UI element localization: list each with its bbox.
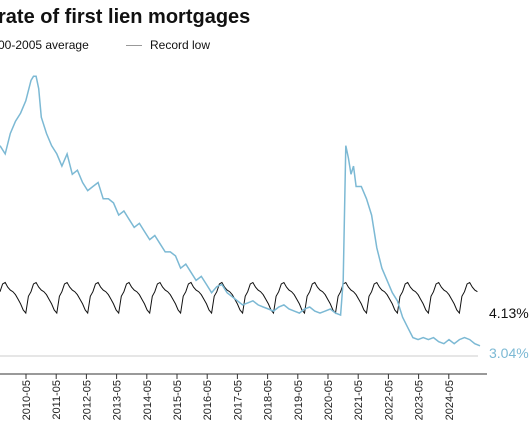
- x-tick-label: 2020-05: [323, 380, 335, 420]
- rate-end-label: 3.04%: [489, 345, 529, 361]
- x-tick-label: 2011-05: [51, 380, 63, 420]
- average-line: [0, 281, 478, 315]
- x-tick-label: 2022-05: [383, 380, 395, 420]
- rate-line: [0, 75, 481, 347]
- x-tick-label: 2010-05: [21, 380, 33, 420]
- x-tick-label: 2015-05: [172, 380, 184, 420]
- x-tick-label: 2017-05: [232, 380, 244, 420]
- legend-swatch-record-low: [126, 44, 142, 46]
- x-tick-label: 2024-05: [444, 380, 456, 420]
- chart-title: rate of first lien mortgages: [0, 6, 251, 28]
- average-end-label: 4.13%: [489, 305, 529, 321]
- x-tick-label: 2012-05: [81, 380, 93, 420]
- x-tick-label: 2016-05: [202, 380, 214, 420]
- x-tick-label: 2013-05: [112, 380, 124, 420]
- x-tick-label: 2019-05: [293, 380, 305, 420]
- x-tick-label: 2021-05: [353, 380, 365, 420]
- legend-label-record-low: Record low: [150, 38, 211, 52]
- x-tick-label: 2018-05: [263, 380, 275, 420]
- legend-label-average: 00-2005 average: [0, 38, 89, 52]
- x-tick-label: 2014-05: [142, 380, 154, 420]
- legend-item-average: 00-2005 average: [0, 38, 89, 52]
- legend-item-record-low: Record low: [126, 38, 210, 52]
- x-tick-label: 2023-05: [414, 380, 426, 420]
